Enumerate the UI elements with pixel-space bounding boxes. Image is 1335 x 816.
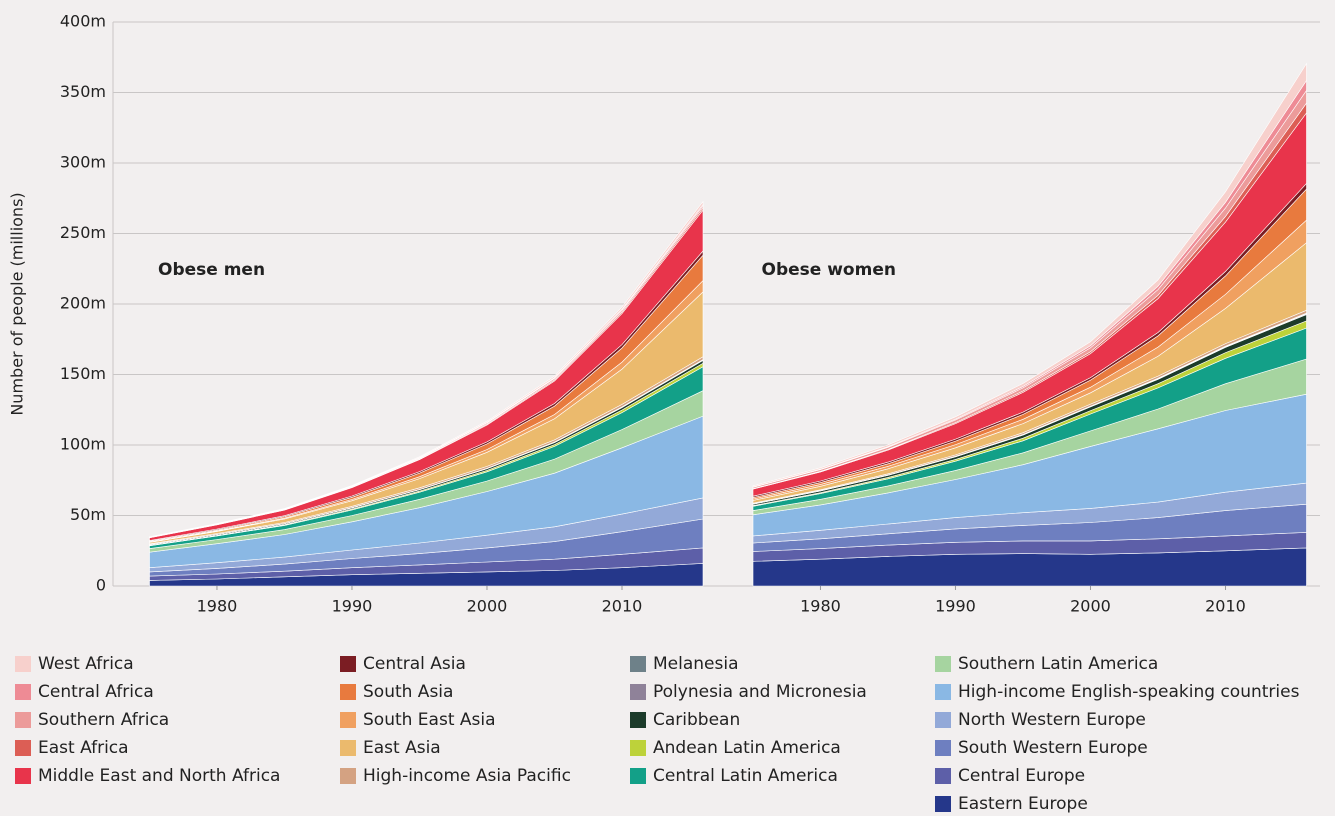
- legend-label: West Africa: [38, 654, 134, 674]
- area: [752, 62, 1307, 488]
- legend-swatch: [630, 684, 646, 700]
- legend-swatch: [15, 656, 31, 672]
- y-tick-label: 250m: [60, 223, 106, 242]
- y-tick-label: 300m: [60, 153, 106, 172]
- panel-title: Obese men: [158, 260, 265, 280]
- legend-swatch: [340, 740, 356, 756]
- x-tick-label: 2010: [602, 597, 643, 616]
- legend-label: Eastern Europe: [958, 794, 1088, 814]
- legend-swatch: [935, 740, 951, 756]
- legend-swatch: [935, 712, 951, 728]
- legend-label: Central Europe: [958, 766, 1085, 786]
- legend-swatch: [630, 740, 646, 756]
- legend-label: Southern Latin America: [958, 654, 1158, 674]
- x-tick-label: 1980: [197, 597, 238, 616]
- legend-swatch: [15, 684, 31, 700]
- legend-swatch: [935, 796, 951, 812]
- legend-label: South East Asia: [363, 710, 496, 730]
- x-tick-label: 1980: [800, 597, 841, 616]
- legend-label: Southern Africa: [38, 710, 169, 730]
- legend-swatch: [340, 768, 356, 784]
- legend-label: Polynesia and Micronesia: [653, 682, 867, 702]
- legend-swatch: [935, 656, 951, 672]
- x-tick-label: 2000: [1070, 597, 1111, 616]
- legend-swatch: [630, 768, 646, 784]
- x-tick-label: 1990: [935, 597, 976, 616]
- legend-label: Central Latin America: [653, 766, 838, 786]
- legend-label: East Asia: [363, 738, 441, 758]
- legend-label: Melanesia: [653, 654, 739, 674]
- legend-label: East Africa: [38, 738, 129, 758]
- x-tick-label: 1990: [332, 597, 373, 616]
- legend-label: North Western Europe: [958, 710, 1146, 730]
- legend-swatch: [15, 712, 31, 728]
- legend-swatch: [935, 768, 951, 784]
- legend-swatch: [15, 768, 31, 784]
- legend-swatch: [340, 656, 356, 672]
- legend-swatch: [935, 684, 951, 700]
- y-tick-label: 400m: [60, 12, 106, 31]
- x-tick-label: 2010: [1205, 597, 1246, 616]
- legend-swatch: [15, 740, 31, 756]
- legend-swatch: [340, 684, 356, 700]
- legend-swatch: [630, 656, 646, 672]
- legend-label: South Asia: [363, 682, 453, 702]
- x-tick-label: 2000: [467, 597, 508, 616]
- legend-label: High-income English-speaking countries: [958, 682, 1300, 702]
- y-tick-label: 100m: [60, 435, 106, 454]
- legend-label: Central Africa: [38, 682, 154, 702]
- legend-label: Middle East and North Africa: [38, 766, 280, 786]
- legend-label: Central Asia: [363, 654, 466, 674]
- panel-title: Obese women: [762, 260, 896, 280]
- y-tick-label: 50m: [70, 505, 106, 524]
- area: [149, 200, 704, 538]
- legend-label: Andean Latin America: [653, 738, 841, 758]
- legend-swatch: [630, 712, 646, 728]
- y-tick-label: 0: [96, 576, 106, 595]
- legend-swatch: [340, 712, 356, 728]
- legend-label: Caribbean: [653, 710, 740, 730]
- legend-label: High-income Asia Pacific: [363, 766, 571, 786]
- y-tick-label: 350m: [60, 82, 106, 101]
- y-axis-label: Number of people (millions): [8, 192, 27, 415]
- y-tick-label: 200m: [60, 294, 106, 313]
- legend-label: South Western Europe: [958, 738, 1148, 758]
- y-tick-label: 150m: [60, 364, 106, 383]
